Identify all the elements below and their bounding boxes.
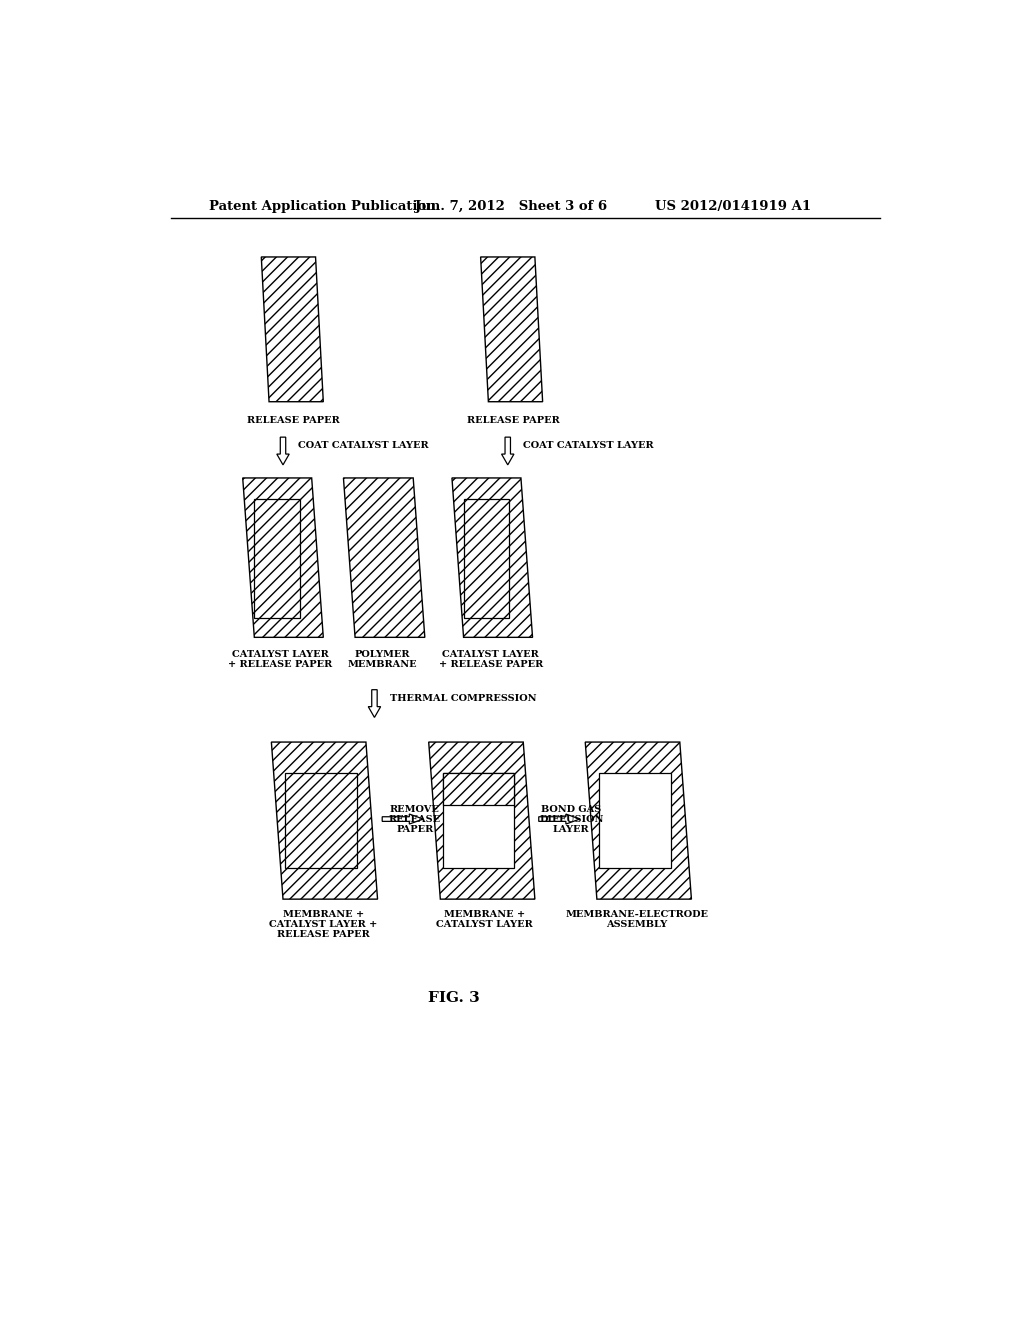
Text: RELEASE PAPER: RELEASE PAPER (467, 416, 559, 425)
Text: MEMBRANE-ELECTRODE: MEMBRANE-ELECTRODE (565, 909, 709, 919)
Polygon shape (464, 499, 509, 618)
Polygon shape (343, 478, 425, 638)
Text: + RELEASE PAPER: + RELEASE PAPER (438, 660, 543, 669)
Text: LAYER: LAYER (553, 825, 590, 834)
Polygon shape (369, 689, 381, 718)
Polygon shape (539, 814, 580, 824)
Polygon shape (286, 774, 356, 869)
Text: RELEASE PAPER: RELEASE PAPER (276, 929, 370, 939)
Polygon shape (276, 437, 289, 465)
Text: CATALYST LAYER: CATALYST LAYER (442, 649, 539, 659)
Text: COAT CATALYST LAYER: COAT CATALYST LAYER (523, 441, 654, 450)
Polygon shape (382, 814, 423, 824)
Polygon shape (442, 774, 514, 805)
Text: DIFFUSION: DIFFUSION (539, 816, 603, 824)
Text: ASSEMBLY: ASSEMBLY (606, 920, 668, 929)
Polygon shape (243, 478, 324, 638)
Text: RELEASE: RELEASE (389, 816, 440, 824)
Text: REMOVE: REMOVE (390, 805, 439, 814)
Text: FIG. 3: FIG. 3 (428, 991, 479, 1005)
Text: + RELEASE PAPER: + RELEASE PAPER (227, 660, 332, 669)
Text: PAPER: PAPER (396, 825, 433, 834)
Polygon shape (480, 257, 543, 401)
Polygon shape (586, 742, 691, 899)
Text: BOND GAS: BOND GAS (541, 805, 601, 814)
Text: POLYMER: POLYMER (354, 649, 410, 659)
Polygon shape (442, 774, 514, 869)
Text: MEMBRANE +: MEMBRANE + (283, 909, 364, 919)
Text: Patent Application Publication: Patent Application Publication (209, 199, 436, 213)
Polygon shape (429, 742, 535, 899)
Polygon shape (261, 257, 324, 401)
Polygon shape (502, 437, 514, 465)
Polygon shape (599, 774, 671, 869)
Text: MEMBRANE +: MEMBRANE + (444, 909, 525, 919)
Text: COAT CATALYST LAYER: COAT CATALYST LAYER (299, 441, 429, 450)
Polygon shape (254, 499, 300, 618)
Polygon shape (271, 742, 378, 899)
Text: US 2012/0141919 A1: US 2012/0141919 A1 (655, 199, 811, 213)
Text: RELEASE PAPER: RELEASE PAPER (247, 416, 339, 425)
Text: CATALYST LAYER +: CATALYST LAYER + (269, 920, 378, 929)
Text: MEMBRANE: MEMBRANE (347, 660, 417, 669)
Text: THERMAL COMPRESSION: THERMAL COMPRESSION (390, 694, 537, 702)
Text: Jun. 7, 2012   Sheet 3 of 6: Jun. 7, 2012 Sheet 3 of 6 (415, 199, 607, 213)
Text: CATALYST LAYER: CATALYST LAYER (231, 649, 329, 659)
Text: CATALYST LAYER: CATALYST LAYER (436, 920, 532, 929)
Polygon shape (452, 478, 532, 638)
